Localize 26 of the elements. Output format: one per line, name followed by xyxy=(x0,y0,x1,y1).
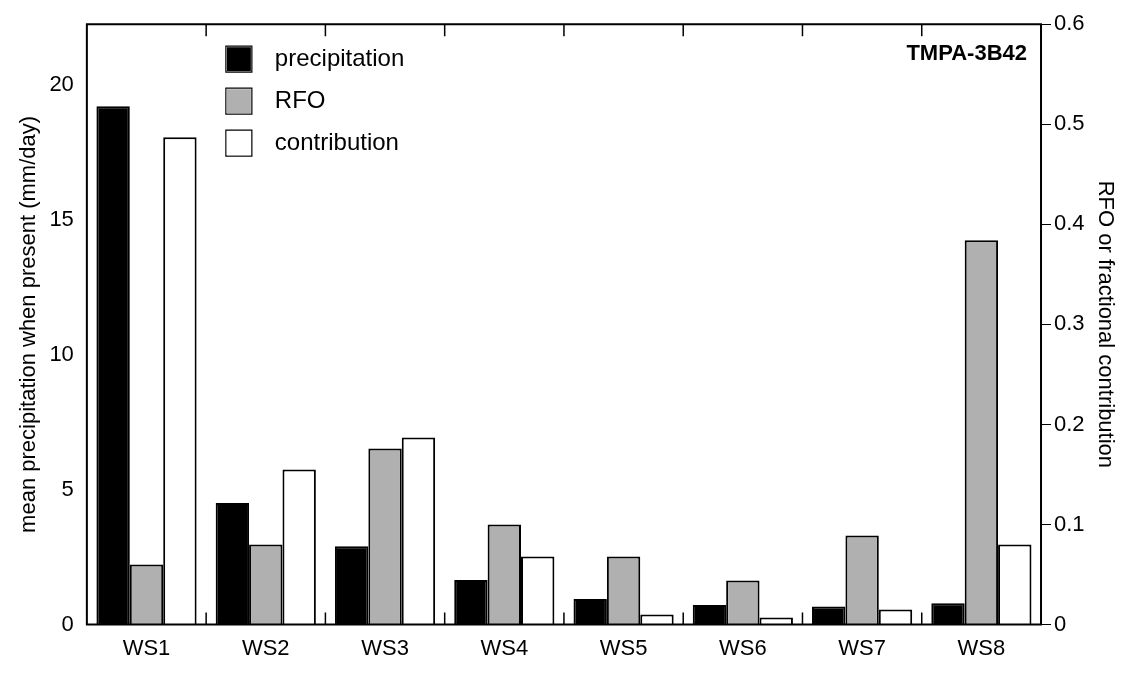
x-tick-label: WS6 xyxy=(719,634,767,660)
y-tick-label: 10 xyxy=(49,340,74,366)
y2-tick-label: 0 xyxy=(1054,610,1067,636)
y2-tick-label: 0.2 xyxy=(1054,410,1085,436)
y2-tick-label: 0.6 xyxy=(1054,10,1085,36)
annotation: TMPA-3B42 xyxy=(906,40,1028,66)
y-tick-label: 0 xyxy=(61,610,74,636)
y2-tick-label: 0.3 xyxy=(1054,310,1085,336)
y2-tick-label: 0.4 xyxy=(1054,210,1085,236)
y2-axis-title: RFO or fractional contribution xyxy=(1093,180,1119,469)
legend-label: contribution xyxy=(274,127,399,155)
x-tick-label: WS7 xyxy=(838,634,886,660)
x-tick-label: WS4 xyxy=(480,634,529,660)
y-tick-label: 15 xyxy=(49,205,74,231)
legend-label: precipitation xyxy=(274,43,405,71)
x-tick-label: WS2 xyxy=(241,634,290,660)
legend-label: RFO xyxy=(274,85,326,113)
y2-tick-label: 0.5 xyxy=(1054,110,1085,136)
y-axis-title: mean precipitation when present (mm/day) xyxy=(15,115,41,533)
y2-tick-label: 0.1 xyxy=(1054,510,1085,536)
x-tick-label: WS3 xyxy=(361,634,409,660)
y-tick-label: 20 xyxy=(49,70,74,96)
y-tick-label: 5 xyxy=(61,475,74,501)
x-tick-label: WS8 xyxy=(957,634,1006,660)
x-tick-label: WS5 xyxy=(599,634,648,660)
x-tick-label: WS1 xyxy=(122,634,171,660)
